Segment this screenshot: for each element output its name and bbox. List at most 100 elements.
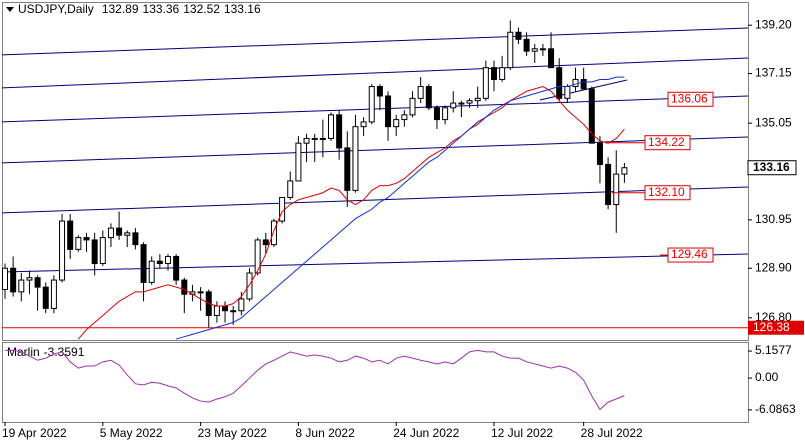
level-label: 129.46 — [671, 247, 708, 261]
candle-body — [99, 237, 106, 265]
candle-body — [116, 227, 123, 236]
candle-body — [352, 126, 359, 191]
x-tick-label: 5 May 2022 — [100, 426, 163, 440]
candle-body — [26, 277, 33, 281]
candle-body — [181, 279, 188, 295]
candle-body — [10, 267, 17, 293]
x-tick-label: 24 Jun 2022 — [393, 426, 459, 440]
menu-triangle — [6, 7, 14, 12]
candle-body — [287, 180, 294, 198]
chart-header: USDJPY,Daily 132.89 133.36 132.52 133.16 — [18, 2, 261, 16]
candle-body — [2, 267, 8, 290]
trend-line — [2, 253, 748, 273]
candle-body — [107, 227, 114, 239]
x-tick-label: 23 May 2022 — [198, 426, 268, 440]
candle-body — [572, 78, 579, 88]
candle-body — [564, 86, 571, 99]
candle-body — [580, 78, 587, 90]
candle-body — [466, 100, 473, 104]
level-box — [644, 185, 691, 201]
low-value: 132.52 — [183, 2, 220, 16]
candle-body — [83, 237, 90, 241]
candle-body — [588, 88, 595, 144]
candle-body — [213, 305, 220, 316]
moving-average — [77, 86, 625, 340]
candle-body — [132, 232, 139, 246]
candle-body — [376, 86, 383, 97]
candle-body — [515, 31, 522, 40]
level-label: 136.06 — [671, 91, 708, 105]
level-label: 132.10 — [648, 185, 685, 199]
close-value: 133.16 — [224, 2, 261, 16]
candle-body — [433, 107, 440, 121]
candle-body — [556, 67, 563, 99]
candle-body — [621, 167, 628, 175]
candle-body — [42, 286, 49, 309]
candle-body — [507, 31, 514, 69]
candle-body — [311, 137, 318, 140]
current-price-box — [747, 160, 797, 176]
candle-body — [491, 67, 497, 80]
level-box — [667, 91, 714, 107]
y-tick-label: 139.20 — [755, 17, 792, 31]
candle-body — [254, 239, 261, 274]
current-price-label: 133.16 — [753, 160, 790, 174]
candle-body — [613, 173, 620, 206]
candle-body — [328, 114, 334, 139]
candle-body — [409, 97, 416, 116]
candle-body — [401, 114, 408, 121]
indicator-header: Marlin -3.3591 — [7, 345, 85, 359]
candle-body — [360, 121, 367, 128]
candle-body — [67, 220, 74, 250]
trend-line — [2, 186, 748, 214]
y-tick-label: 130.95 — [755, 212, 792, 226]
candle-body — [417, 86, 424, 99]
candle-body — [474, 97, 481, 102]
candle-body — [336, 114, 343, 149]
candle-body — [531, 48, 538, 52]
trend-line — [2, 57, 748, 89]
x-tick-label: 19 Apr 2022 — [2, 426, 67, 440]
support-label: 126.38 — [753, 320, 790, 334]
candle-body — [50, 279, 57, 309]
candle-body — [344, 147, 351, 191]
moving-average — [176, 76, 625, 340]
candle-body — [450, 102, 457, 109]
candle-body — [197, 291, 204, 294]
candle-body — [442, 107, 449, 121]
y-tick-label: 128.90 — [755, 260, 792, 274]
support-label-box — [748, 320, 804, 335]
candle-body — [295, 142, 302, 182]
candle-body — [303, 137, 310, 144]
indicator-value: -3.3591 — [44, 345, 85, 359]
x-tick-label: 12 Jul 2022 — [491, 426, 553, 440]
candle-body — [605, 163, 612, 206]
candle-body — [165, 255, 171, 265]
candle-body — [75, 237, 82, 250]
y-tick-label: 126.80 — [755, 310, 792, 324]
candle-body — [222, 305, 229, 312]
price-plot — [2, 20, 628, 328]
indicator-name: Marlin — [7, 345, 40, 359]
high-value: 133.36 — [143, 2, 180, 16]
x-tick-label: 28 Jul 2022 — [581, 426, 643, 440]
trend-line — [2, 27, 748, 56]
candle-body — [368, 86, 375, 123]
candle-body — [246, 272, 253, 300]
trend-line — [2, 136, 748, 164]
indicator-tick-label: 5.1577 — [755, 343, 792, 357]
level-box — [644, 135, 691, 151]
level-label: 134.22 — [648, 135, 685, 149]
candle-body — [319, 137, 326, 140]
candle-body — [270, 220, 277, 246]
candle-body — [385, 95, 392, 128]
candle-body — [140, 244, 147, 283]
candle-body — [238, 298, 245, 312]
level-box — [667, 247, 714, 263]
candle-body — [59, 220, 66, 281]
candle-body — [596, 142, 603, 165]
y-tick-label: 135.05 — [755, 115, 792, 129]
candle-body — [279, 196, 286, 222]
indicator-tick-label: 0.00 — [755, 370, 779, 384]
